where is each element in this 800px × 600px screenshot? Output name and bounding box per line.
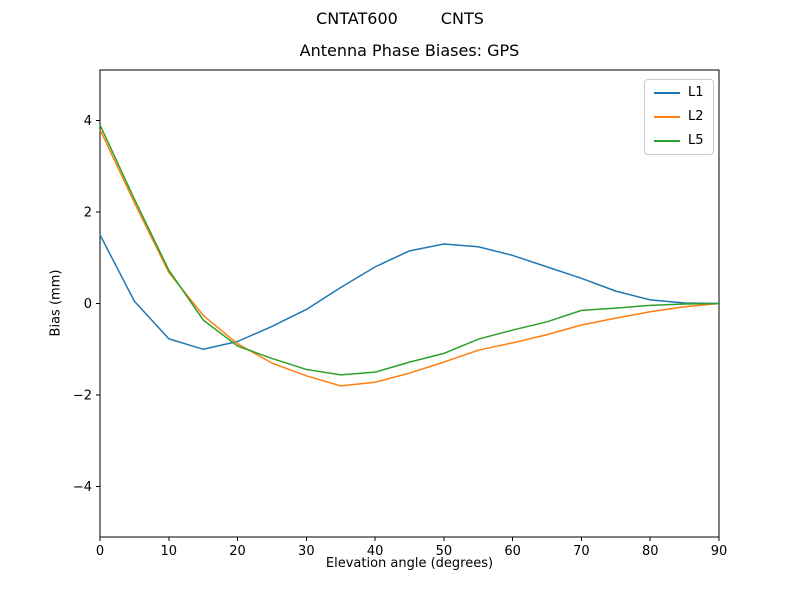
- x-tick-label: 30: [298, 544, 315, 559]
- x-tick-label: 70: [573, 544, 590, 559]
- y-axis-label: Bias (mm): [48, 269, 64, 337]
- x-tick-label: 0: [96, 544, 104, 559]
- legend-line-swatch: [654, 92, 680, 94]
- y-tick-label: −4: [73, 480, 92, 495]
- legend-line-swatch: [654, 116, 680, 118]
- chart-title: Antenna Phase Biases: GPS: [299, 41, 520, 60]
- y-tick-label: −2: [73, 389, 92, 404]
- x-tick-label: 80: [642, 544, 659, 559]
- legend-item-L1: L1: [654, 85, 704, 101]
- legend-label: L5: [688, 133, 704, 148]
- legend-item-L2: L2: [654, 109, 704, 125]
- y-tick-label: 0: [84, 297, 92, 312]
- x-tick-label: 90: [711, 544, 728, 559]
- series-line-L1: [99, 234, 720, 351]
- x-tick-label: 50: [436, 544, 453, 559]
- legend-line-swatch: [654, 140, 680, 142]
- legend-label: L2: [688, 109, 704, 124]
- x-tick-label: 60: [504, 544, 521, 559]
- figure-suptitle: CNTAT600 CNTS: [0, 10, 800, 27]
- suptitle-receiver: CNTS: [440, 9, 484, 28]
- suptitle-antenna: CNTAT600: [316, 9, 398, 28]
- series-line-L2: [99, 129, 720, 387]
- y-tick-label: 4: [84, 114, 92, 129]
- y-tick-label: 2: [84, 205, 92, 220]
- x-tick-label: 20: [229, 544, 246, 559]
- legend-item-L5: L5: [654, 133, 704, 149]
- series-line-L5: [99, 124, 720, 376]
- x-axis-label: Elevation angle (degrees): [325, 556, 494, 571]
- legend: L1 L2 L5: [644, 79, 714, 155]
- x-tick-label: 40: [367, 544, 384, 559]
- legend-label: L1: [688, 85, 704, 100]
- x-tick-label: 10: [161, 544, 178, 559]
